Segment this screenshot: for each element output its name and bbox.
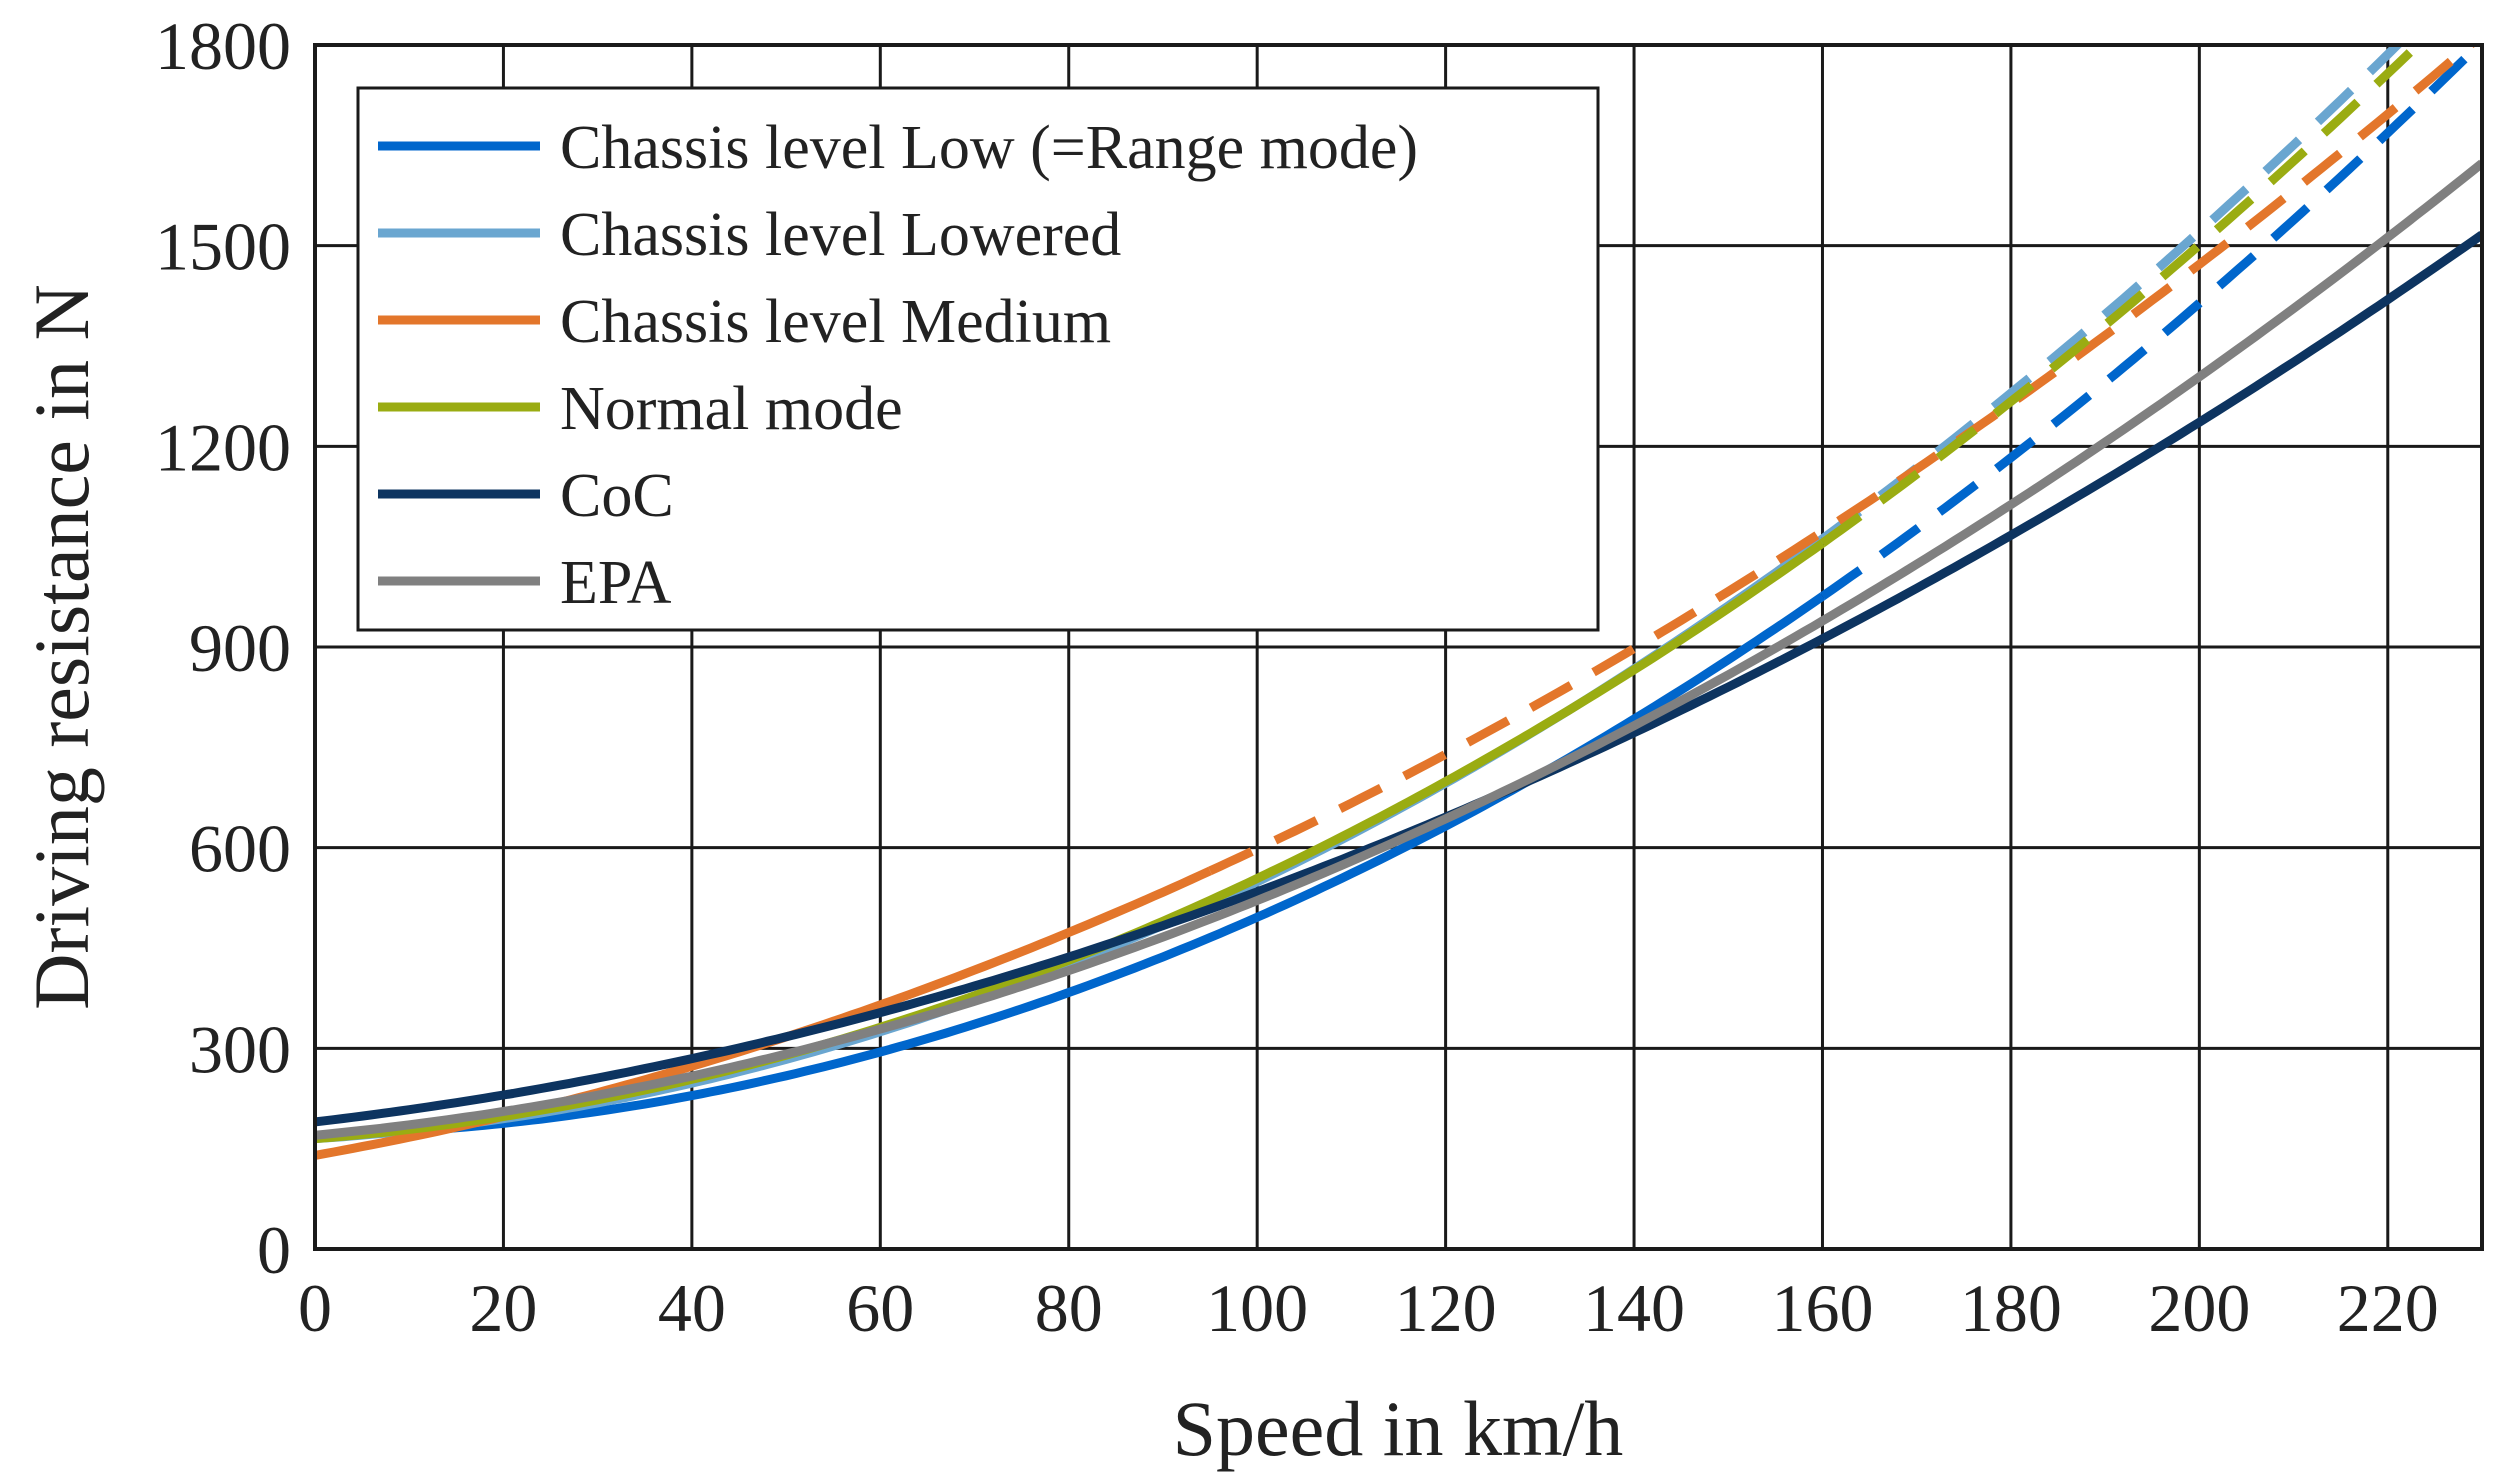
legend-label-4: CoC: [560, 462, 674, 530]
series-2-dashed-extrapolation: [1208, 45, 2477, 875]
legend-items: Chassis level Low (=Range mode) Chassis l…: [378, 114, 1418, 617]
legend-frame: [356, 86, 1600, 632]
series-5-solid-line: [315, 159, 2482, 1140]
legend-label-3: Normal mode: [560, 375, 903, 443]
y-tick-label-1: 300: [189, 1011, 291, 1087]
y-axis-label: Driving resistance in N: [18, 284, 105, 1010]
x-tick-label-5: 100: [1206, 1270, 1308, 1346]
legend-label-5: EPA: [560, 549, 672, 617]
series-5-line-group: [315, 159, 2482, 1140]
y-axis-ticks: 0 300 600 900 1200 1500 1800: [155, 8, 291, 1288]
x-tick-label-0: 0: [298, 1270, 332, 1346]
legend-item-3: Normal mode: [378, 375, 903, 443]
x-axis-label: Speed in km/h: [1173, 1385, 1624, 1472]
legend-label-0: Chassis level Low (=Range mode): [560, 114, 1418, 182]
y-tick-label-5: 1500: [155, 209, 291, 285]
legend-item-5: EPA: [378, 549, 672, 617]
series-1-dashed-extrapolation: [1819, 45, 2404, 543]
y-tick-label-3: 900: [189, 610, 291, 686]
plot-area-frame: [313, 43, 2484, 1251]
x-tick-label-1: 20: [469, 1270, 537, 1346]
x-tick-label-8: 160: [1771, 1270, 1873, 1346]
x-tick-label-3: 60: [846, 1270, 914, 1346]
legend-item-0: Chassis level Low (=Range mode): [378, 114, 1418, 182]
x-tick-label-10: 200: [2148, 1270, 2250, 1346]
legend-item-2: Chassis level Medium: [378, 288, 1111, 356]
x-tick-label-6: 120: [1395, 1270, 1497, 1346]
x-tick-label-2: 40: [658, 1270, 726, 1346]
series-lines: [315, 45, 2482, 1160]
y-tick-label-0: 0: [257, 1212, 291, 1288]
legend-label-1: Chassis level Lowered: [560, 201, 1121, 269]
y-tick-label-6: 1800: [155, 8, 291, 84]
x-axis-ticks: 0 20 40 60 80 100 120 140 160 180 200 220: [298, 1270, 2439, 1346]
x-tick-label-4: 80: [1035, 1270, 1103, 1346]
x-tick-label-9: 180: [1960, 1270, 2062, 1346]
x-tick-label-7: 140: [1583, 1270, 1685, 1346]
y-tick-label-2: 600: [189, 811, 291, 887]
chart-legend: Chassis level Low (=Range mode) Chassis l…: [356, 86, 1600, 632]
y-tick-label-4: 1200: [155, 409, 291, 485]
legend-item-4: CoC: [378, 462, 674, 530]
legend-label-2: Chassis level Medium: [560, 288, 1111, 356]
legend-item-1: Chassis level Lowered: [378, 201, 1121, 269]
x-tick-label-11: 220: [2337, 1270, 2439, 1346]
